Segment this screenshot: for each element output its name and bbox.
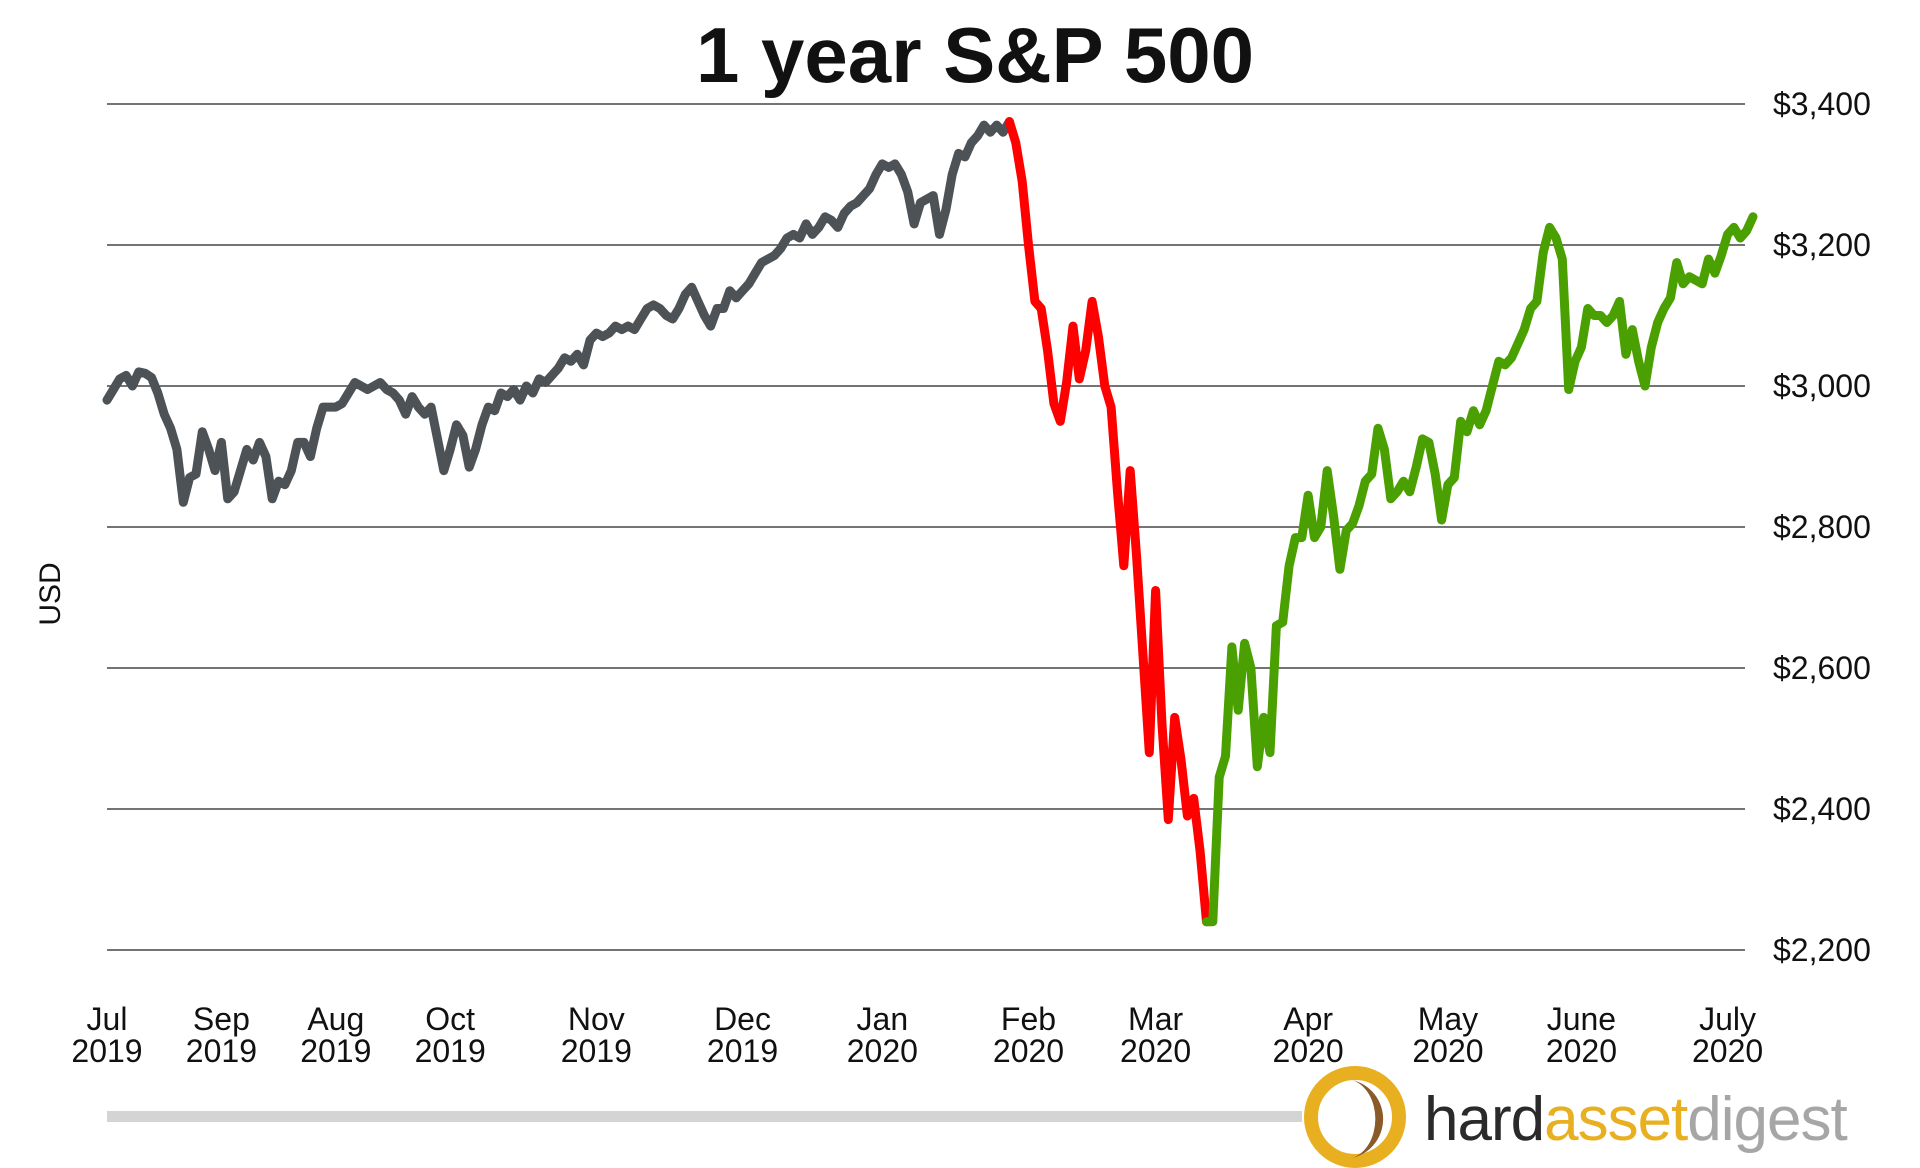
x-tick-label: June 2020 [1546,1001,1617,1069]
x-tick-label: July 2020 [1692,1001,1763,1069]
x-tick-label: Apr 2020 [1273,1001,1344,1069]
x-tick-label: Aug 2019 [300,1001,371,1069]
brand-word-digest: digest [1687,1085,1847,1154]
y-tick-label: $2,800 [1773,509,1871,545]
x-tick-label: May 2020 [1412,1001,1483,1069]
y-tick-label: $3,200 [1773,227,1871,263]
y-axis-label: USD [34,562,67,625]
x-tick-label: Oct 2019 [415,1001,486,1069]
brand-word-hard: hard [1424,1085,1544,1154]
chart-title: 1 year S&P 500 [696,11,1254,99]
series-line-2 [1202,212,1758,927]
x-tick-labels: Jul 2019 Sep 2019 Aug 2019 Oct 2019 Nov 2019 Dec 20… [71,1001,1763,1069]
price-series [102,117,1758,927]
series-line-1 [1004,117,1211,927]
brand-wordmark: hardassetdigest [1424,1085,1848,1154]
x-tick-label: Jul 2019 [71,1001,142,1069]
y-tick-label: $2,200 [1773,932,1871,968]
brand-word-asset: asset [1544,1085,1688,1154]
x-tick-label: Mar 2020 [1120,1001,1191,1069]
y-tick-labels: $2,200 $2,400 $2,600 $2,800 $3,000 $3,200 $3,4… [1773,86,1871,968]
logo-crescent-icon [1352,1080,1384,1158]
y-tick-label: $3,000 [1773,368,1871,404]
x-tick-label: Dec 2019 [707,1001,778,1069]
footer-divider-bar [107,1111,1302,1122]
x-tick-label: Sep 2019 [186,1001,257,1069]
x-tick-label: Feb 2020 [993,1001,1064,1069]
y-tick-label: $2,600 [1773,650,1871,686]
y-tick-label: $3,400 [1773,86,1871,122]
x-tick-label: Nov 2019 [561,1001,632,1069]
logo-ring-icon [1304,1066,1406,1168]
grid-lines [107,103,1745,951]
x-tick-label: Jan 2020 [847,1001,918,1069]
y-tick-label: $2,400 [1773,791,1871,827]
series-line-0 [102,117,1014,507]
logo-center-icon [1328,1095,1372,1139]
brand-logo [1304,1066,1406,1168]
